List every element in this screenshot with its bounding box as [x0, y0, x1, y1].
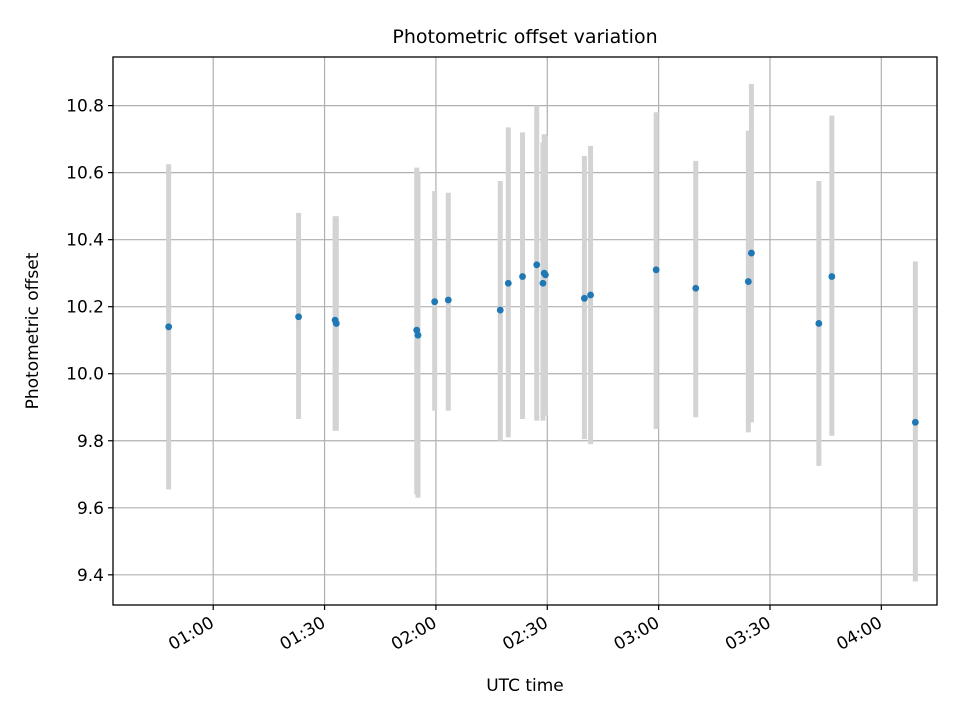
- y-tick-label: 10.6: [66, 164, 104, 184]
- y-tick-label: 9.6: [77, 499, 104, 519]
- error-bars: [166, 83, 918, 582]
- x-tick-label: 01:00: [165, 613, 217, 655]
- y-tick-label: 10.0: [66, 365, 104, 385]
- data-point: [504, 279, 512, 287]
- y-tick-label: 10.8: [66, 97, 104, 117]
- data-point: [165, 323, 173, 331]
- data-point: [542, 271, 549, 279]
- data-point: [580, 294, 588, 302]
- data-point: [748, 249, 755, 257]
- data-point: [744, 278, 752, 285]
- data-point: [652, 266, 660, 274]
- chart-title: Photometric offset variation: [392, 26, 657, 48]
- y-tick-label: 9.4: [77, 566, 104, 586]
- data-point: [539, 279, 547, 287]
- data-point: [911, 418, 919, 426]
- data-point: [519, 273, 526, 280]
- y-tick-label: 10.4: [66, 231, 104, 251]
- data-point: [828, 273, 836, 280]
- y-tick-label: 9.8: [77, 432, 104, 452]
- x-axis-label: UTC time: [486, 676, 564, 696]
- data-point: [692, 284, 700, 292]
- data-point: [587, 291, 594, 299]
- x-axis-ticks: 01:00 01:30 02:00 02:30 03:00 03:30 04:00: [165, 605, 886, 655]
- y-axis-label: Photometric offset: [23, 252, 43, 409]
- data-point: [533, 261, 541, 269]
- y-axis-ticks: 9.4 9.6 9.8 10.0 10.2 10.4 10.6 10.8: [66, 97, 113, 586]
- y-tick-label: 10.2: [66, 298, 104, 318]
- x-tick-label: 04:00: [833, 613, 885, 655]
- data-point: [332, 320, 340, 327]
- plot-frame: [112, 56, 938, 606]
- data-point: [295, 313, 302, 321]
- x-tick-label: 02:30: [499, 613, 551, 655]
- data-point: [815, 320, 823, 327]
- x-tick-label: 01:30: [277, 613, 329, 655]
- x-tick-label: 03:30: [722, 613, 774, 655]
- data-point: [496, 306, 504, 314]
- data-point: [431, 298, 439, 306]
- data-point: [414, 331, 422, 339]
- data-point: [444, 296, 452, 304]
- data-points: [165, 249, 919, 426]
- x-tick-label: 02:00: [388, 613, 440, 655]
- x-tick-label: 03:00: [611, 613, 663, 655]
